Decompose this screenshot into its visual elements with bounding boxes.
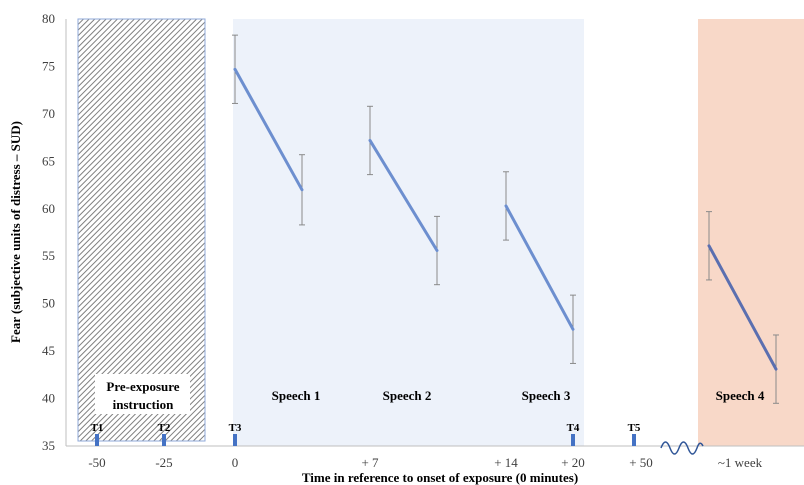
timepoint-marker	[95, 434, 99, 446]
follow-up-region	[698, 19, 804, 446]
timepoint-label: T1	[91, 422, 104, 434]
y-tick-label: 75	[42, 58, 55, 73]
pre-exposure-region	[77, 18, 206, 442]
timepoint-label: T4	[567, 422, 580, 434]
y-tick-label: 50	[42, 296, 55, 311]
series-line	[368, 138, 439, 253]
pre-exposure-label-backdrop	[95, 374, 190, 414]
speech-label: Speech 1	[272, 388, 321, 403]
y-tick-label: 45	[42, 343, 55, 358]
timepoint-marker	[233, 434, 237, 446]
axes	[65, 19, 804, 455]
y-tick-label: 65	[42, 153, 55, 168]
timepoint-marker	[162, 434, 166, 446]
speech-label: Speech 2	[383, 388, 432, 403]
speech-label: Speech 3	[522, 388, 571, 403]
pre-exposure-label: Pre-exposure	[106, 379, 179, 394]
exposure-region	[233, 19, 584, 446]
timepoint-label: T3	[229, 422, 242, 434]
x-tick-label: ~1 week	[718, 455, 763, 470]
pre-exposure-label: instruction	[113, 397, 174, 412]
y-tick-label: 40	[42, 391, 55, 406]
y-tick-label: 55	[42, 248, 55, 263]
y-tick-label: 80	[42, 11, 55, 26]
y-tick-label: 70	[42, 106, 55, 121]
x-axis-title: Time in reference to onset of exposure (…	[302, 470, 578, 485]
x-tick-label: + 14	[494, 455, 518, 470]
timepoint-label: T2	[158, 422, 171, 434]
x-tick-labels: -50 -25 0 + 7 + 14 + 20 + 50 ~1 week	[88, 455, 762, 470]
background-regions	[77, 18, 804, 446]
x-tick-label: -25	[155, 455, 172, 470]
speech-label: Speech 4	[716, 388, 765, 403]
x-tick-label: + 7	[361, 455, 379, 470]
y-axis-title: Fear (subjective units of distress – SUD…	[8, 121, 23, 343]
x-tick-label: 0	[232, 455, 239, 470]
series-line	[707, 244, 778, 371]
timepoint-markers: T1 T2 T3 T4 T5	[91, 422, 641, 446]
axis-break-icon	[660, 441, 704, 455]
timepoint-marker	[632, 434, 636, 446]
x-tick-label: + 20	[561, 455, 585, 470]
series-line	[504, 204, 575, 331]
y-tick-label: 60	[42, 201, 55, 216]
series-lines	[233, 67, 778, 371]
y-tick-label: 35	[42, 438, 55, 453]
timepoint-marker	[571, 434, 575, 446]
y-tick-labels: 35 40 45 50 55 60 65 70 75 80	[42, 11, 55, 453]
x-tick-label: + 50	[629, 455, 653, 470]
region-labels: Pre-exposure instruction Speech 1 Speech 2 S…	[106, 379, 764, 412]
series-line	[233, 67, 304, 192]
timepoint-label: T5	[628, 422, 641, 434]
x-tick-label: -50	[88, 455, 105, 470]
